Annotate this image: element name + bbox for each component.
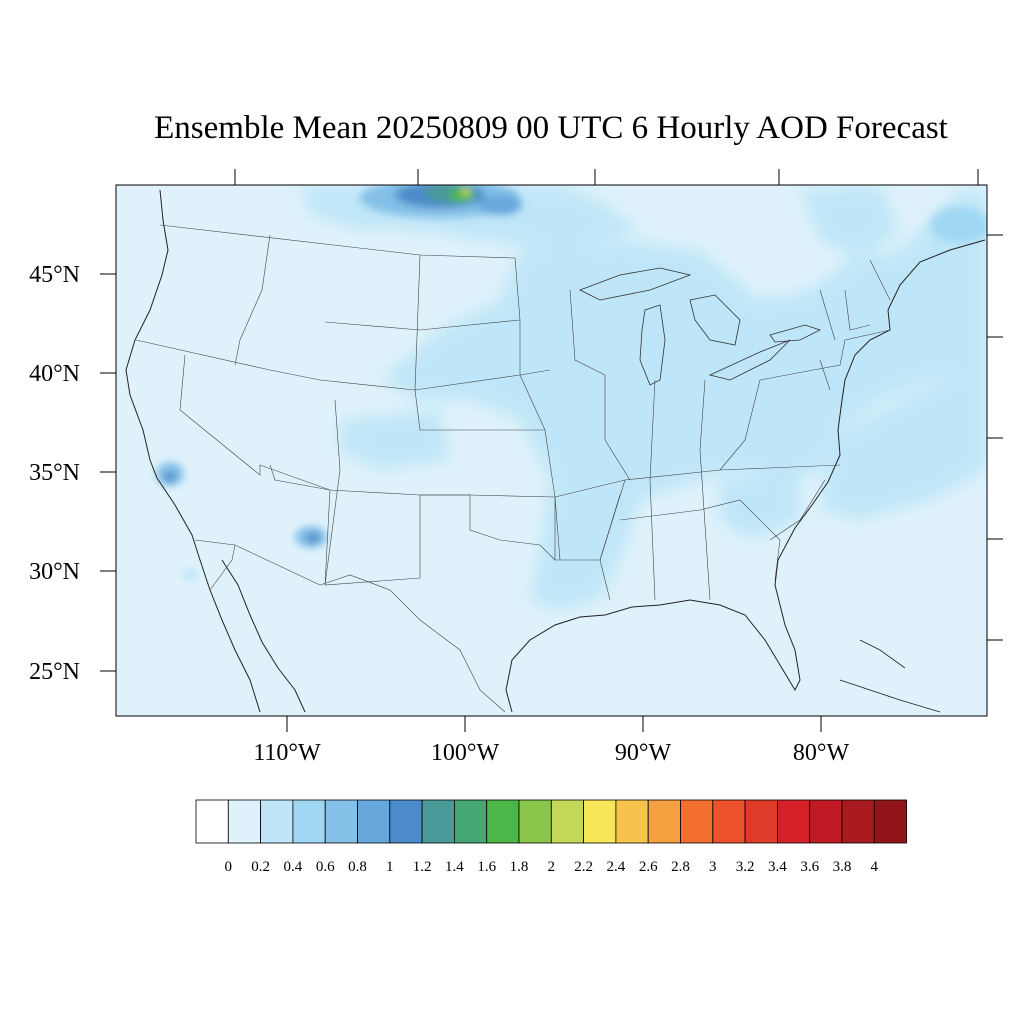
- map-frame: [115, 184, 988, 717]
- axis-ticks: [100, 169, 1003, 732]
- aod-plume-southeast: [720, 470, 800, 540]
- colorbar-box: [873, 799, 907, 844]
- lon-label: 90°W: [615, 740, 672, 766]
- colorbar-label: 3: [709, 859, 717, 875]
- colorbar-box: [260, 799, 294, 844]
- colorbar-box: [550, 799, 584, 844]
- colorbar-label: 1.4: [445, 859, 464, 875]
- colorbar-box: [324, 799, 358, 844]
- colorbar-label: 0.6: [316, 859, 335, 875]
- colorbar-label: 0.8: [348, 859, 367, 875]
- colorbar-box: [615, 799, 649, 844]
- lat-label: 35°N: [29, 460, 80, 486]
- colorbar-label: 2.8: [671, 859, 690, 875]
- lat-label: 25°N: [29, 659, 80, 685]
- colorbar-label: 2: [548, 859, 556, 875]
- colorbar-label: 3.8: [833, 859, 852, 875]
- colorbar-box: [389, 799, 423, 844]
- lat-label: 40°N: [29, 361, 80, 387]
- coastlines: [125, 189, 986, 713]
- colorbar-label: 1.6: [477, 859, 496, 875]
- lat-label: 30°N: [29, 559, 80, 585]
- aod-plume-atlantic: [820, 360, 987, 520]
- colorbar-label: 3.4: [768, 859, 787, 875]
- aod-field: [116, 185, 987, 716]
- colorbar-box: [357, 799, 391, 844]
- colorbar-box: [647, 799, 681, 844]
- colorbar-label: 2.2: [574, 859, 593, 875]
- colorbar-box: [453, 799, 488, 844]
- colorbar-box: [777, 799, 811, 844]
- lon-label: 110°W: [253, 740, 321, 766]
- colorbar-label: 3.2: [736, 859, 755, 875]
- colorbar-box: [841, 799, 875, 844]
- colorbar-labels: 0 0.2 0.4 0.6 0.8 1 1.2 1.4 1.6 1.8 2 2.2 2.4 2.6 2.8 3…: [225, 859, 879, 875]
- colorbar-label: 3.6: [800, 859, 819, 875]
- colorbar-box: [195, 799, 229, 844]
- latitude-labels: 45°N 40°N 35°N 30°N 25°N: [29, 262, 80, 685]
- colorbar-label: 2.6: [639, 859, 658, 875]
- colorbar-box: [227, 799, 262, 844]
- colorbar-label: 0.4: [284, 859, 303, 875]
- lon-label: 100°W: [431, 740, 500, 766]
- colorbar: [195, 799, 907, 844]
- aod-plume-midwest: [380, 190, 987, 610]
- colorbar-box: [486, 799, 520, 844]
- colorbar-label: 4: [871, 859, 879, 875]
- colorbar-box: [680, 799, 714, 844]
- colorbar-label: 1.2: [413, 859, 432, 875]
- colorbar-label: 2.4: [607, 859, 626, 875]
- colorbar-box: [809, 799, 843, 844]
- longitude-labels: 110°W 100°W 90°W 80°W: [253, 740, 849, 766]
- colorbar-label: 0.2: [251, 859, 270, 875]
- lon-label: 80°W: [793, 740, 850, 766]
- colorbar-label: 1.8: [510, 859, 529, 875]
- colorbar-box: [744, 799, 778, 844]
- colorbar-box: [583, 799, 617, 844]
- colorbar-box: [292, 799, 326, 844]
- aod-plume-northeast: [800, 185, 900, 260]
- lat-label: 45°N: [29, 262, 80, 288]
- state-borders: [135, 224, 891, 713]
- colorbar-box: [421, 799, 455, 844]
- aod-plume-colorado: [340, 410, 450, 470]
- colorbar-label: 1: [386, 859, 394, 875]
- colorbar-box: [518, 799, 552, 844]
- colorbar-box: [712, 799, 746, 844]
- colorbar-label: 0: [225, 859, 233, 875]
- map-title: Ensemble Mean 20250809 00 UTC 6 Hourly A…: [154, 110, 948, 146]
